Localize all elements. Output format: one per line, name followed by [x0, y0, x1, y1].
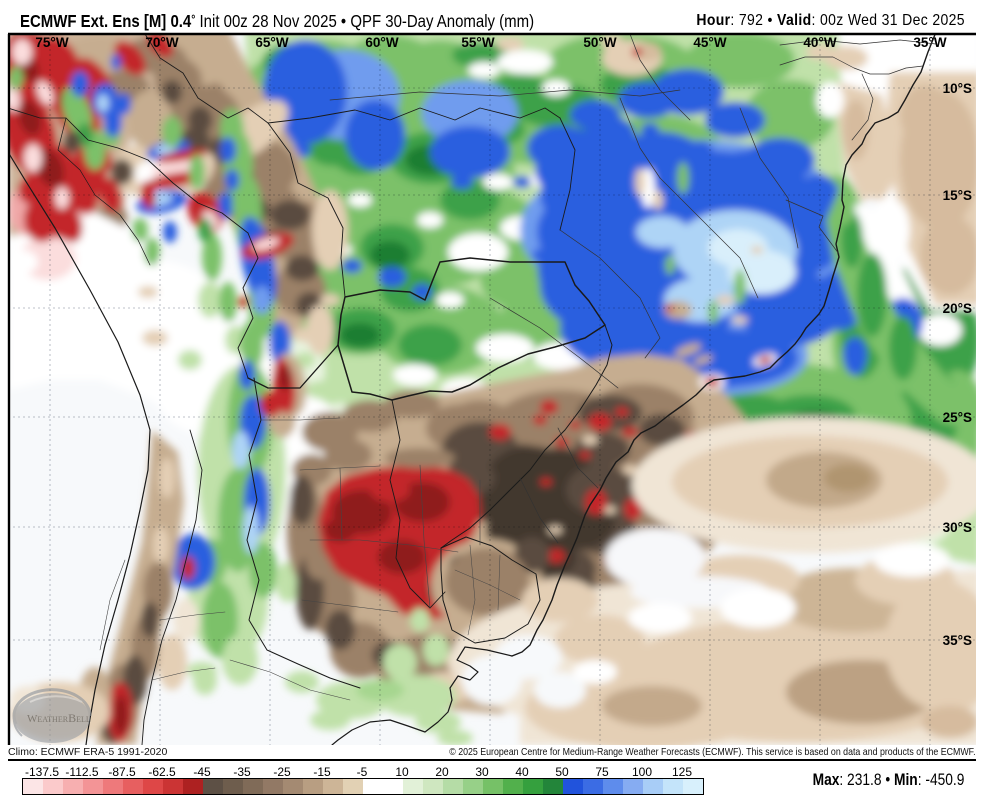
svg-text:30°S: 30°S — [943, 520, 972, 535]
svg-text:35°W: 35°W — [913, 35, 946, 50]
svg-text:50°W: 50°W — [583, 35, 616, 50]
svg-text:65°W: 65°W — [255, 35, 288, 50]
svg-text:40°W: 40°W — [803, 35, 836, 50]
svg-text:55°W: 55°W — [461, 35, 494, 50]
svg-text:60°W: 60°W — [365, 35, 398, 50]
svg-text:10°S: 10°S — [943, 81, 972, 96]
svg-text:WEATHERBELL: WEATHERBELL — [27, 711, 91, 725]
svg-text:70°W: 70°W — [145, 35, 178, 50]
svg-text:35°S: 35°S — [943, 633, 972, 648]
svg-text:15°S: 15°S — [943, 188, 972, 203]
svg-text:20°S: 20°S — [943, 301, 972, 316]
svg-text:25°S: 25°S — [943, 410, 972, 425]
svg-text:75°W: 75°W — [35, 35, 68, 50]
svg-text:45°W: 45°W — [693, 35, 726, 50]
